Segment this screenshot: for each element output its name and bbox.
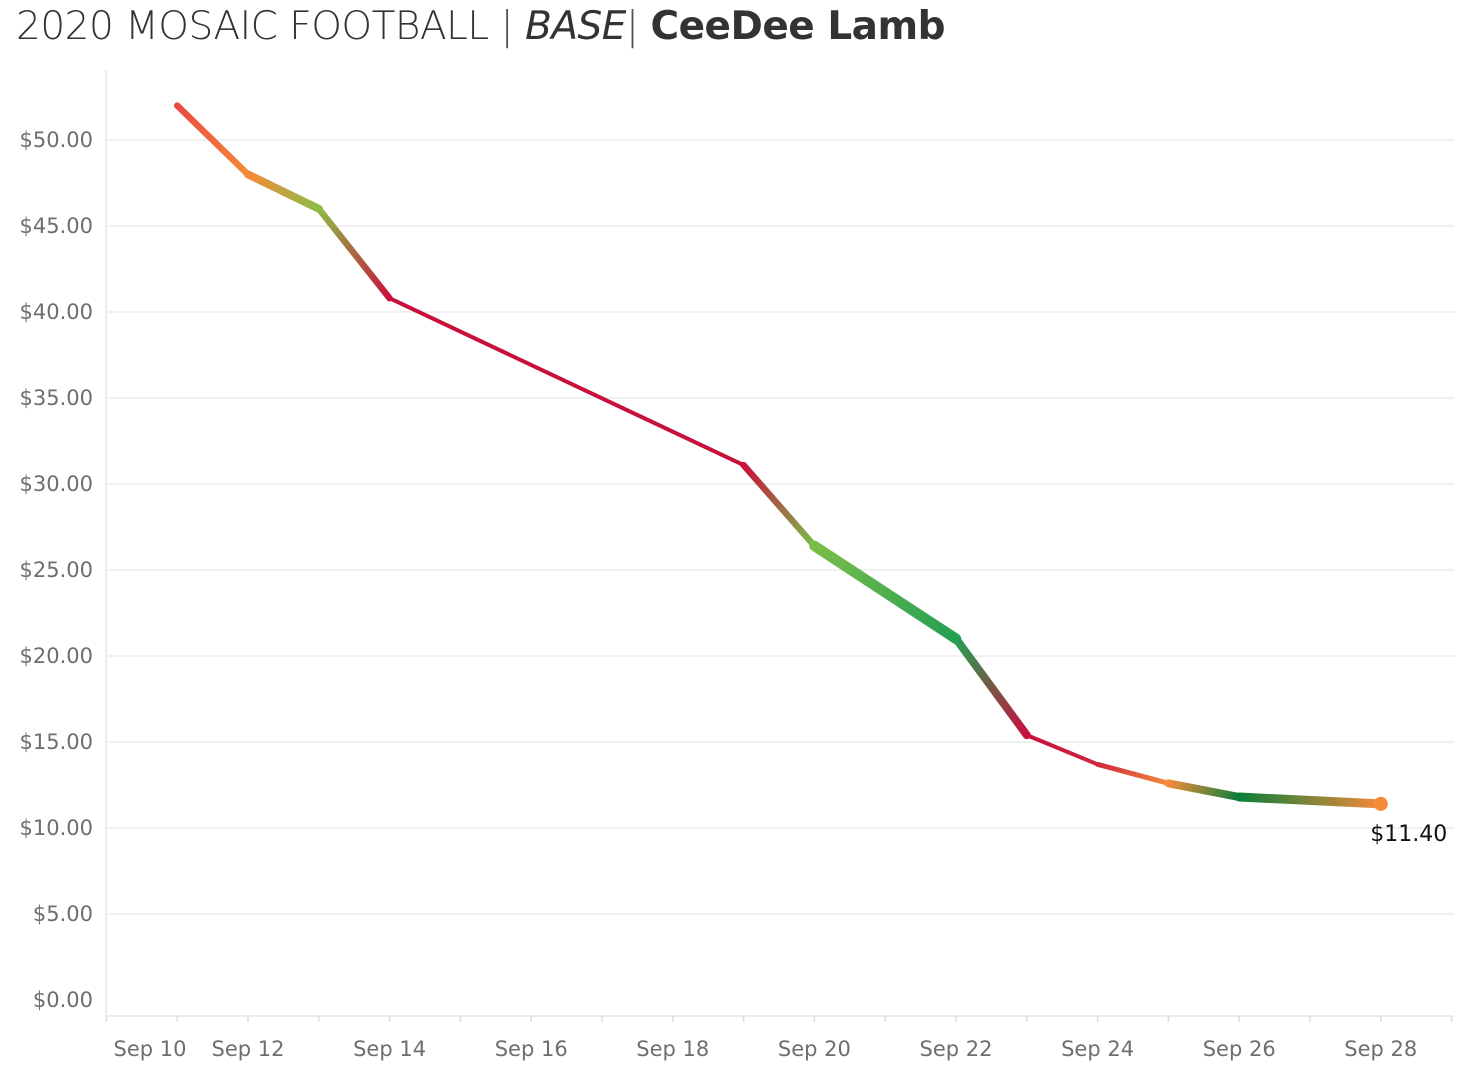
x-tick-label: Sep 10 [114, 1037, 187, 1061]
title-player: CeeDee Lamb [650, 4, 946, 49]
series-segment [244, 170, 323, 213]
series-segment [387, 296, 746, 468]
series-segment [952, 634, 1031, 740]
series-segment [1164, 779, 1244, 802]
price-series [173, 102, 1388, 811]
y-tick-label: $35.00 [20, 386, 93, 410]
series-segment [809, 540, 962, 645]
grid-lines [106, 139, 1454, 915]
series-segment [315, 205, 393, 302]
y-axis-ticks: $0.00 $5.00 $10.00 $15.00 $20.00 $25.00 $30.00… [20, 128, 93, 1012]
y-tick-label: $40.00 [20, 300, 93, 324]
title-variant: BASE [525, 4, 626, 49]
x-tick-label: Sep 28 [1344, 1037, 1417, 1061]
y-tick-label: $10.00 [20, 816, 93, 840]
y-tick-label: $25.00 [20, 558, 93, 582]
x-tick-label: Sep 18 [636, 1037, 709, 1061]
y-tick-label: $20.00 [20, 644, 93, 668]
series-segment [173, 102, 252, 178]
x-tick-label: Sep 14 [353, 1037, 426, 1061]
end-point-marker [1373, 796, 1388, 811]
x-tick-label: Sep 22 [920, 1037, 993, 1061]
chart-title: 2020 MOSAIC FOOTBALL | BASE| CeeDee Lamb [16, 4, 946, 49]
x-tick-label: Sep 20 [778, 1037, 851, 1061]
title-set-name: 2020 MOSAIC FOOTBALL [16, 4, 489, 49]
data-labels: $11.40 [1370, 822, 1447, 847]
end-value-label: $11.40 [1370, 822, 1447, 847]
y-tick-label: $5.00 [33, 902, 93, 926]
series-segment [740, 461, 818, 550]
series-segment [1095, 761, 1171, 786]
y-tick-label: $0.00 [33, 988, 93, 1012]
axes [105, 70, 1454, 1017]
y-tick-label: $30.00 [20, 472, 93, 496]
x-axis-ticks: Sep 10 Sep 12 Sep 14 Sep 16 Sep 18 Sep 20 Sep … [105, 1016, 1453, 1061]
series-segment [1024, 733, 1100, 767]
series-segment [1234, 792, 1386, 809]
title-separator: | [500, 4, 514, 49]
title-separator-2: | [625, 4, 639, 49]
x-tick-label: Sep 12 [212, 1037, 285, 1061]
x-tick-label: Sep 26 [1203, 1037, 1276, 1061]
y-tick-label: $45.00 [20, 214, 93, 238]
y-tick-label: $15.00 [20, 730, 93, 754]
x-tick-label: Sep 16 [495, 1037, 568, 1061]
x-tick-label: Sep 24 [1061, 1037, 1134, 1061]
y-tick-label: $50.00 [20, 128, 93, 152]
